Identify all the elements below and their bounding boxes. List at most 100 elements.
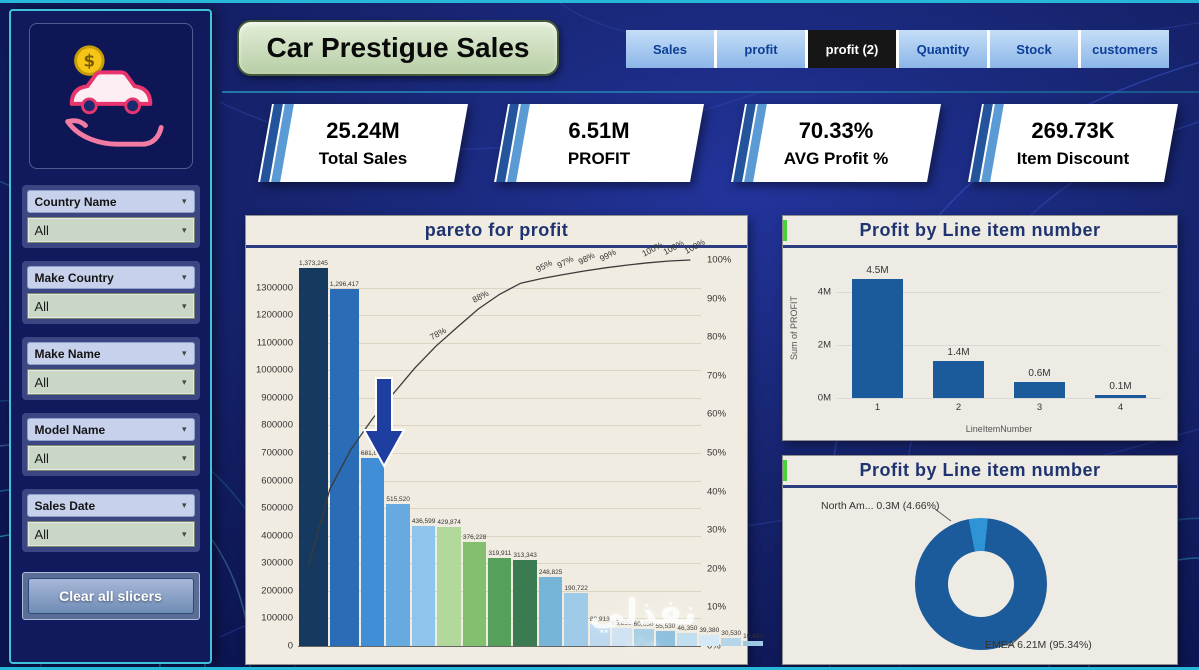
pareto-bar-group: 190,722 — [564, 260, 588, 646]
chevron-down-icon[interactable]: ▾ — [181, 376, 187, 387]
kpi-value: 70.33% — [798, 117, 874, 143]
slicer-value-text: All — [34, 450, 49, 466]
chart-title-text: pareto for profit — [424, 220, 569, 240]
pareto-bar[interactable] — [699, 635, 720, 646]
gridline — [837, 292, 1161, 294]
slicer-dropdown[interactable]: All ▾ — [26, 369, 195, 395]
pareto-bar[interactable] — [538, 577, 563, 646]
chevron-down-icon[interactable]: ▾ — [181, 224, 187, 235]
pareto-bar[interactable] — [360, 458, 385, 646]
pareto-bar[interactable] — [386, 503, 410, 646]
watermark-text: نفذلي — [589, 593, 697, 632]
slicer-dropdown[interactable]: All ▾ — [26, 293, 195, 319]
chevron-down-icon[interactable]: ▾ — [181, 272, 187, 282]
donut-chart-body: North Am... 0.3M (4.66%) EMEA 6.21M (95.… — [783, 488, 1177, 661]
pareto-bar[interactable] — [677, 633, 698, 646]
pareto-bar-group: 1,296,417 — [329, 260, 359, 646]
slicer-header[interactable]: Country Name ▾ — [26, 190, 195, 213]
bar-4[interactable] — [1095, 395, 1146, 398]
chevron-down-icon[interactable]: ▾ — [181, 528, 187, 539]
donut-chart[interactable] — [915, 518, 1047, 650]
kpi-card-body: 6.51M PROFIT — [494, 104, 704, 182]
pareto-bar[interactable] — [488, 557, 512, 646]
bar-value-label: 1,296,417 — [329, 280, 359, 288]
chevron-down-icon[interactable]: ▾ — [181, 300, 187, 311]
bar-value-label: 0.1M — [1109, 381, 1132, 393]
slicer-label: Country Name — [34, 194, 117, 209]
chart-title-text: Profit by Line item number — [859, 220, 1101, 240]
y-axis-tick: 1200000 — [256, 309, 293, 321]
y-axis-right-tick: 10% — [707, 601, 727, 613]
y-axis-right-tick: 30% — [707, 524, 727, 536]
pareto-bar[interactable] — [633, 629, 654, 646]
slicer-header[interactable]: Sales Date ▾ — [26, 494, 195, 517]
pareto-bar[interactable] — [564, 593, 588, 646]
pareto-bar[interactable] — [462, 542, 487, 646]
slicer-dropdown[interactable]: All ▾ — [26, 445, 195, 471]
pareto-bar[interactable] — [329, 288, 359, 646]
pareto-bar-group: 248,825 — [538, 260, 563, 646]
bar-2[interactable] — [933, 361, 984, 398]
pareto-bar-group: 429,874 — [437, 260, 461, 646]
tab-sales[interactable]: Sales — [626, 30, 714, 68]
y-axis-right-tick: 70% — [707, 370, 727, 382]
tab-quantity[interactable]: Quantity — [899, 30, 987, 68]
pareto-bar[interactable] — [513, 559, 537, 646]
bar-value-label: 39,380 — [699, 627, 720, 635]
x-axis-tick: 3 — [1036, 402, 1043, 413]
pareto-bar-group: 16,420 — [743, 260, 763, 646]
kpi-card-profit: 6.51M PROFIT — [494, 104, 704, 182]
pareto-bar[interactable] — [411, 525, 436, 646]
pareto-bar[interactable] — [743, 641, 763, 646]
slicer-dropdown[interactable]: All ▾ — [26, 217, 195, 243]
slicer-header[interactable]: Model Name ▾ — [26, 418, 195, 441]
kpi-label: PROFIT — [567, 148, 631, 168]
car-dollar-icon: $ — [64, 45, 164, 147]
profit-donut-chart-panel: Profit by Line item number North Am... 0… — [782, 455, 1178, 665]
slicer-list: Country Name ▾ All ▾ Make Country ▾ All ▾ Make N… — [11, 185, 210, 552]
donut-label-emea: EMEA 6.21M (95.34%) — [985, 639, 1092, 651]
bar-value-label: 681,512 — [360, 450, 385, 458]
bar-value-label: 313,343 — [513, 551, 537, 559]
clear-all-slicers-button[interactable]: Clear all slicers — [27, 578, 194, 614]
x-axis-title: LineItemNumber — [965, 424, 1033, 434]
chevron-down-icon[interactable]: ▾ — [181, 196, 187, 206]
kpi-label: AVG Profit % — [783, 148, 889, 168]
gridline — [837, 398, 1161, 399]
chevron-down-icon[interactable]: ▾ — [181, 348, 187, 358]
y-axis-title: Sum of PROFIT — [789, 296, 799, 361]
tab-stock[interactable]: Stock — [990, 30, 1078, 68]
pareto-bar[interactable] — [721, 637, 742, 646]
kpi-card-avg-profit: 70.33% AVG Profit % — [731, 104, 941, 182]
y-axis-tick: 700000 — [261, 447, 293, 459]
bar-1[interactable] — [852, 279, 903, 398]
pareto-bar[interactable] — [655, 630, 676, 646]
slicer-value-text: All — [34, 526, 49, 542]
tab-profit[interactable]: profit — [717, 30, 805, 68]
x-axis-tick: 2 — [955, 402, 962, 413]
bar-chart-body: Sum of PROFIT 0M 2M 4M 4.5M 1 1.4M 2 0.6M 3 0.1M 4… — [783, 248, 1177, 437]
bar-value-label: 80,913 — [589, 615, 610, 623]
y-axis-right-tick: 100% — [707, 254, 732, 266]
tab-customers[interactable]: customers — [1081, 30, 1169, 68]
chevron-down-icon[interactable]: ▾ — [181, 500, 187, 510]
pareto-bar[interactable] — [299, 268, 328, 646]
clear-slicers-container: Clear all slicers — [21, 572, 200, 620]
pareto-bar-group: 319,911 — [488, 260, 512, 646]
chevron-down-icon[interactable]: ▾ — [181, 424, 187, 434]
slicer-value-text: All — [34, 298, 49, 314]
pareto-bar-group: 30,530 — [721, 260, 742, 646]
slicer-value-text: All — [34, 222, 49, 238]
y-axis-tick: 300000 — [261, 557, 293, 569]
pareto-bar[interactable] — [611, 627, 632, 646]
pareto-bar-group: 39,380 — [699, 260, 720, 646]
pareto-chart-body: 0 100000 200000 300000 400000 500000 600000 700… — [246, 237, 763, 661]
slicer-header[interactable]: Make Name ▾ — [26, 342, 195, 365]
slicer-dropdown[interactable]: All ▾ — [26, 521, 195, 547]
slicer-header[interactable]: Make Country ▾ — [26, 266, 195, 289]
pareto-bar[interactable] — [589, 623, 610, 646]
bar-3[interactable] — [1014, 382, 1065, 398]
pareto-bar[interactable] — [437, 527, 461, 646]
chevron-down-icon[interactable]: ▾ — [181, 452, 187, 463]
tab-profit-2[interactable]: profit (2) — [808, 30, 896, 68]
